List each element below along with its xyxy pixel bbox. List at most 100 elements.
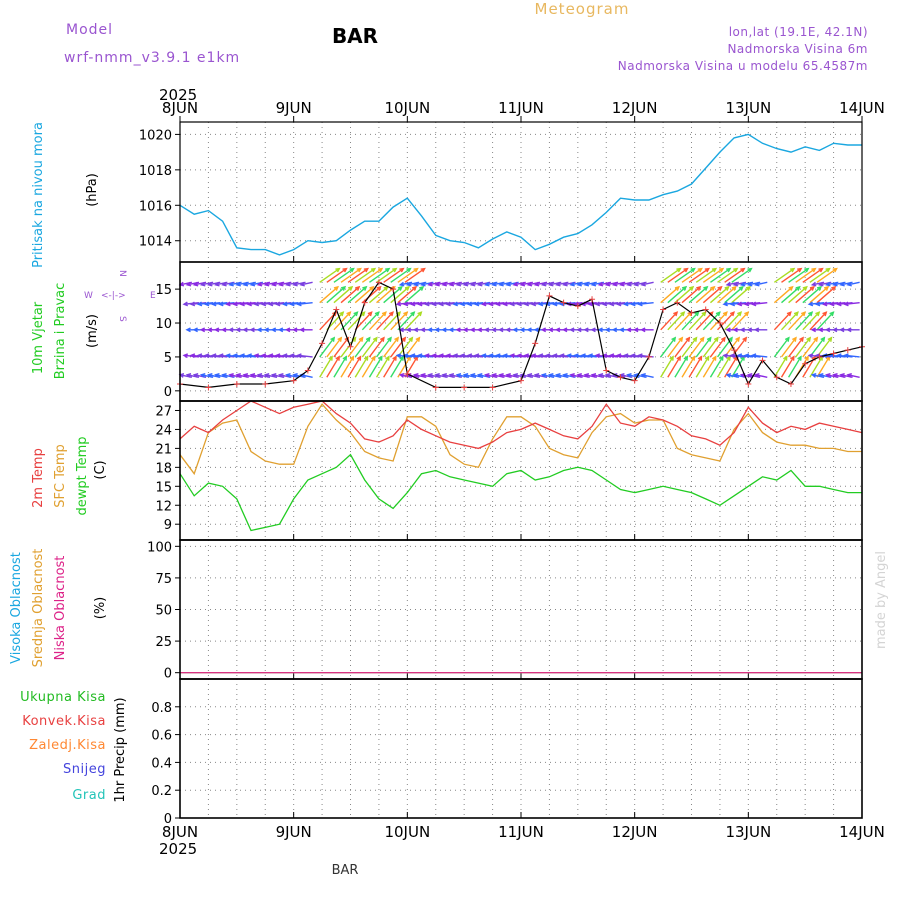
- wind-arrow-head: [807, 353, 814, 359]
- wind-arrow-head: [408, 336, 414, 342]
- wind-arrow-head: [253, 301, 260, 307]
- wind-arrow-head: [597, 281, 604, 287]
- wind-arrow-head: [719, 355, 724, 361]
- wind-arrow-head: [438, 353, 444, 359]
- top-x-tick-labels: 8JUN 9JUN 10JUN 11JUN 12JUN 13JUN 14JUN: [162, 99, 885, 122]
- wind-arrow-head: [346, 311, 352, 317]
- wind-arrow-head: [724, 285, 730, 291]
- wind-arrow: [773, 337, 790, 358]
- wind-speed-point: [489, 384, 496, 391]
- wind-arrow: [390, 337, 406, 358]
- wind-arrow-head: [509, 353, 515, 359]
- wind-arrow-head: [544, 353, 551, 359]
- wind-arrow-head: [445, 301, 451, 307]
- wind-arrow-head: [754, 373, 760, 378]
- wind-arrow-head: [399, 267, 405, 273]
- top-year-label: 2025: [159, 86, 197, 104]
- wind-arrow-head: [846, 327, 852, 333]
- wind-arrow: [674, 286, 694, 304]
- pressure-ytick-label: 1014: [139, 235, 172, 250]
- wind-arrow: [731, 286, 751, 304]
- wind-arrow-head: [214, 281, 220, 287]
- wind-arrow: [368, 337, 385, 358]
- wind-arrow-head: [462, 327, 468, 333]
- wind-arrow-head: [540, 327, 547, 333]
- wind-arrow-head: [417, 311, 423, 317]
- wind-arrow-head: [281, 353, 288, 359]
- wind-arrow: [361, 268, 383, 283]
- wind-arrow-head: [328, 355, 333, 361]
- wind-arrow: [773, 311, 792, 331]
- wind-arrow: [667, 286, 687, 304]
- wind-arrow-head: [412, 327, 419, 333]
- wind-arrow: [695, 268, 717, 283]
- wind-arrow-head: [512, 327, 518, 333]
- wind-arrow-head: [795, 285, 801, 291]
- wind-arrow-head: [353, 311, 359, 317]
- wind-arrow-head: [403, 311, 409, 317]
- wind-arrow-head: [718, 267, 725, 273]
- wind-arrow-head: [846, 373, 852, 378]
- wind-arrow-head: [424, 353, 430, 359]
- wind-arrow-head: [569, 373, 575, 378]
- wind-arrow-head: [533, 373, 540, 378]
- wind-arrow-head: [569, 327, 575, 333]
- bottom-x-tick-label: 14JUN: [839, 823, 885, 841]
- wind-arrow-head: [405, 327, 412, 333]
- wind-arrow-head: [832, 281, 838, 287]
- wind-arrow-head: [754, 281, 760, 287]
- wind-arrow-head: [277, 327, 284, 333]
- wind-speed-point: [816, 353, 823, 360]
- wind-arrow-head: [746, 281, 753, 287]
- wind-arrow-head: [792, 336, 797, 342]
- wind-arrow-head: [218, 301, 224, 307]
- wind-arrow-head: [526, 327, 532, 333]
- wind-arrow: [319, 356, 333, 378]
- wind-arrow-head: [608, 353, 615, 359]
- wind-arrow-head: [590, 281, 597, 287]
- wind-arrow: [724, 286, 744, 304]
- temp-ytick-label: 24: [155, 423, 172, 438]
- wind-arrow-head: [735, 336, 741, 342]
- wind-arrow-head: [732, 327, 738, 333]
- wind-arrow-head: [618, 327, 625, 333]
- wind-arrow-head: [594, 353, 601, 359]
- wind-arrow: [773, 268, 795, 283]
- wind-arrow-head: [285, 373, 291, 378]
- wind-arrow-head: [681, 285, 688, 291]
- wind-arrow-head: [221, 281, 227, 287]
- wind-arrow-head: [516, 301, 522, 307]
- wind-arrow-head: [551, 301, 558, 307]
- model-elevation-label: Nadmorska Visina u modelu 65.4587m: [618, 59, 868, 73]
- wind-arrow-head: [505, 373, 511, 378]
- wind-arrow-head: [566, 353, 572, 359]
- wind-arrow-head: [786, 311, 792, 317]
- wind-arrow-head: [519, 281, 526, 287]
- wind-arrow-head: [228, 327, 234, 333]
- wind-arrow-head: [416, 301, 423, 307]
- wind-arrow-head: [711, 355, 717, 361]
- low-cloud-ylabel: Niska Oblacnost: [53, 556, 68, 661]
- wind-arrow-head: [402, 301, 409, 307]
- wind-arrow-head: [753, 327, 760, 333]
- wind-arrow-head: [559, 353, 565, 359]
- wind-arrow-head: [214, 373, 220, 378]
- wind-arrow: [702, 286, 722, 304]
- wind-arrow-head: [802, 285, 808, 291]
- wind-arrow: [397, 356, 411, 378]
- wind-arrow-head: [526, 281, 533, 287]
- wind-arrow-head: [349, 355, 355, 361]
- wind-arrow-head: [548, 373, 554, 378]
- wind-arrow: [755, 374, 768, 378]
- wind-arrow-head: [462, 373, 469, 378]
- wind-arrow: [641, 374, 654, 378]
- sfc-temp-line: [179, 403, 862, 476]
- top-x-tick-label: 11JUN: [498, 99, 544, 117]
- wind-arrow-head: [289, 353, 295, 359]
- wind-speed-point: [702, 306, 709, 313]
- wind-arrow-head: [347, 285, 354, 291]
- wind-arrow-head: [729, 311, 735, 317]
- wind-arrow-head: [411, 285, 418, 291]
- wind-speed-point: [787, 381, 794, 388]
- wind-arrow-head: [630, 301, 636, 307]
